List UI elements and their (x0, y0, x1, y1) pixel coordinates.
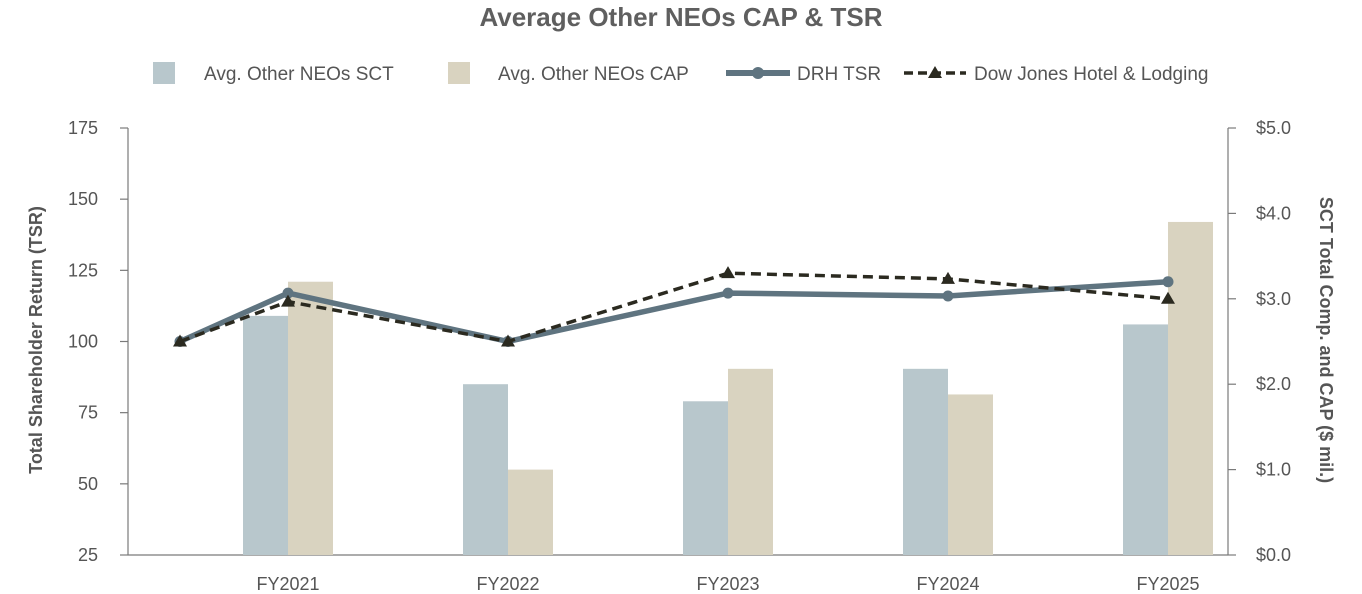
point-drh-tsr (722, 287, 734, 299)
point-drh-tsr (942, 290, 954, 302)
legend-marker-drh-tsr (752, 67, 764, 79)
left-tick-label: 50 (78, 474, 98, 494)
left-tick-label: 150 (68, 189, 98, 209)
right-tick-label: $0.0 (1256, 545, 1291, 565)
legend: Avg. Other NEOs SCT Avg. Other NEOs CAP … (153, 62, 1208, 85)
point-drh-tsr (1162, 276, 1174, 288)
left-y-axis: 25 50 75 100 125 150 175 (68, 118, 129, 565)
legend-swatch-sct (153, 62, 175, 84)
bar-sct (1123, 324, 1168, 555)
left-tick-label: 75 (78, 403, 98, 423)
bar-sct (903, 368, 948, 555)
left-tick-label: 175 (68, 118, 98, 138)
chart-title: Average Other NEOs CAP & TSR (479, 2, 882, 32)
bar-cap (948, 394, 993, 555)
point-drh-tsr (282, 287, 294, 299)
bar-sct (243, 315, 288, 555)
right-tick-label: $2.0 (1256, 374, 1291, 394)
x-tick-label: FY2024 (916, 574, 979, 594)
point-dow-jones (281, 294, 295, 307)
legend-label-drh-tsr: DRH TSR (797, 64, 881, 85)
left-tick-label: 100 (68, 332, 98, 352)
point-dow-jones (721, 266, 735, 279)
x-axis: FY2021 FY2022 FY2023 FY2024 FY2025 (128, 554, 1228, 594)
left-axis-title: Total Shareholder Return (TSR) (26, 206, 46, 474)
line-drh-tsr (178, 278, 1169, 345)
legend-label-dow-jones: Dow Jones Hotel & Lodging (974, 64, 1208, 85)
point-dow-jones (173, 334, 187, 347)
point-dow-jones (1161, 291, 1175, 304)
bar-sct (463, 384, 508, 555)
right-tick-label: $3.0 (1256, 289, 1291, 309)
legend-marker-dow-jones (928, 66, 942, 78)
right-tick-label: $5.0 (1256, 118, 1291, 138)
legend-item-sct: Avg. Other NEOs SCT (153, 62, 394, 85)
left-tick-label: 125 (68, 260, 98, 280)
bar-cap (288, 281, 333, 555)
line-dow-jones (179, 271, 1169, 344)
legend-label-cap: Avg. Other NEOs CAP (498, 64, 689, 85)
lines (173, 266, 1175, 347)
x-tick-label: FY2023 (696, 574, 759, 594)
bar-cap (1168, 221, 1213, 555)
right-tick-label: $1.0 (1256, 460, 1291, 480)
legend-item-cap: Avg. Other NEOs CAP (448, 62, 689, 85)
bars (243, 221, 1213, 555)
right-tick-label: $4.0 (1256, 203, 1291, 223)
right-y-axis: $0.0 $1.0 $2.0 $3.0 $4.0 $5.0 (1227, 118, 1291, 565)
legend-label-sct: Avg. Other NEOs SCT (204, 64, 394, 85)
left-tick-label: 25 (78, 545, 98, 565)
bar-cap (508, 469, 553, 555)
x-tick-label: FY2022 (476, 574, 539, 594)
legend-item-dow-jones: Dow Jones Hotel & Lodging (904, 64, 1208, 85)
point-dow-jones (941, 271, 955, 284)
legend-item-drh-tsr: DRH TSR (726, 64, 881, 85)
legend-swatch-cap (448, 62, 470, 84)
point-dow-jones (501, 334, 515, 347)
x-tick-label: FY2021 (256, 574, 319, 594)
bar-sct (683, 401, 728, 555)
x-tick-label: FY2025 (1136, 574, 1199, 594)
right-axis-title: SCT Total Comp. and CAP ($ mil.) (1316, 197, 1336, 483)
bar-cap (728, 368, 773, 555)
